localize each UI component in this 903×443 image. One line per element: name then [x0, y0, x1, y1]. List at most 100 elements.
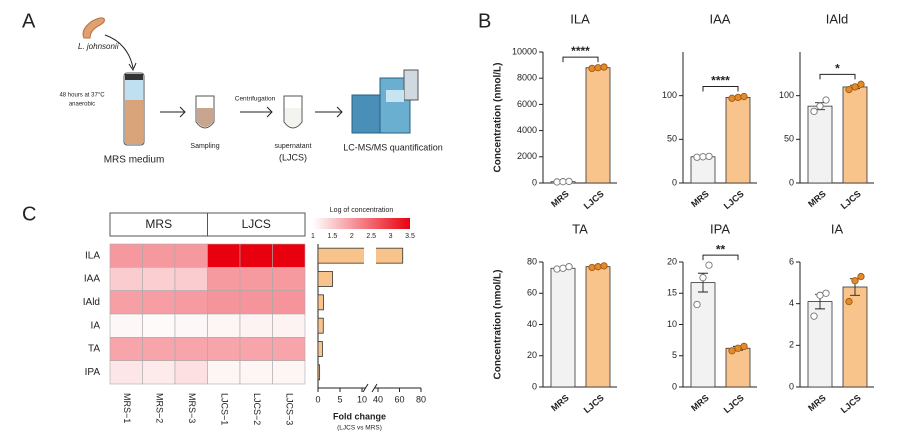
row-label: ILA: [85, 250, 100, 261]
data-point: [559, 178, 567, 186]
x-tick-label: MRS: [806, 189, 828, 210]
tube-sample: [197, 108, 213, 127]
data-point: [600, 63, 608, 71]
x-tick-label: 80: [416, 394, 426, 404]
y-tick-label: 6: [789, 256, 794, 266]
row-label: IA: [91, 320, 101, 331]
column-label: MRS−2: [154, 393, 164, 423]
y-tick-label: 2: [789, 340, 794, 350]
row-label: IAld: [83, 297, 100, 308]
data-point: [699, 153, 707, 161]
x-axis-label: Fold change: [333, 411, 386, 421]
instrument: [351, 94, 383, 134]
bar: [317, 317, 324, 334]
step-label: LC-MS/MS quantification: [343, 142, 443, 152]
heatmap-cell: [174, 267, 208, 291]
colorbar-tick-label: 3.5: [405, 233, 415, 240]
bar: [585, 266, 611, 388]
bar: [725, 347, 751, 388]
chart-title: IA: [831, 221, 844, 236]
significance-bracket: [702, 254, 739, 261]
column-label: MRS−3: [187, 393, 197, 423]
heatmap-cell: [174, 337, 208, 361]
data-point: [810, 107, 818, 116]
y-tick-label: 100: [779, 90, 794, 100]
chart-title: ILA: [570, 11, 590, 26]
condition: 48 hours at 37°C: [59, 93, 105, 99]
heatmap-cell: [239, 360, 273, 385]
panel-a: A L. johnsonii 48 hours at 37°C anaerobi…: [22, 10, 443, 165]
heatmap-cell: [174, 243, 208, 268]
significance-bracket: [819, 73, 856, 80]
heatmap-cell: [207, 243, 241, 268]
y-tick-label: 40: [527, 319, 537, 329]
heatmap-cell: [109, 313, 143, 338]
x-tick-label: 5: [337, 394, 342, 404]
data-point: [594, 263, 602, 271]
heatmap-cell: [239, 267, 273, 291]
data-point: [588, 64, 596, 73]
x-tick-label: MRS: [689, 189, 711, 210]
heatmap-cell: [142, 290, 176, 315]
bar: [317, 341, 323, 357]
bar: [807, 105, 833, 184]
column-label: LJCS−3: [284, 393, 294, 425]
heatmap-cell: [109, 290, 143, 315]
x-tick-label: MRS: [689, 393, 711, 414]
significance: ****: [711, 74, 730, 88]
data-point: [845, 85, 853, 94]
panel-label: B: [478, 10, 491, 32]
heatmap-cell: [142, 360, 176, 385]
x-tick-label: LJCS: [582, 393, 606, 415]
heatmap-cell: [207, 337, 241, 361]
group-label: LJCS: [242, 217, 271, 231]
medium-label: MRS medium: [104, 155, 165, 166]
arrow: [315, 106, 343, 118]
column-label: LJCS−1: [219, 393, 229, 425]
data-point: [816, 291, 824, 299]
x-tick-label: LJCS: [582, 189, 606, 211]
data-point: [594, 64, 602, 72]
heatmap-cell: [239, 313, 273, 338]
y-axis-label: Concentration (nmol/L): [493, 270, 504, 380]
panel-label: A: [22, 10, 36, 32]
heatmap-cell: [142, 337, 176, 361]
data-point: [565, 177, 573, 186]
data-point: [822, 96, 830, 104]
chart-title: IAA: [710, 11, 731, 26]
data-point: [559, 264, 567, 272]
data-point: [600, 262, 608, 270]
heatmap-cell: [109, 337, 143, 361]
data-point: [845, 297, 853, 306]
y-tick-label: 2000: [517, 151, 537, 161]
colorbar-tick-label: 2: [350, 233, 354, 240]
chart-title: IPA: [710, 221, 730, 236]
heatmap-cell: [109, 360, 143, 385]
heatmap-cell: [239, 290, 273, 315]
y-tick-label: 4: [789, 298, 794, 308]
y-tick-label: 20: [667, 256, 677, 266]
chart-title: IAld: [826, 11, 848, 26]
x-tick-label: MRS: [549, 393, 571, 414]
data-point: [734, 93, 742, 102]
step-label: (LJCS): [279, 152, 307, 162]
significance-bracket: [562, 56, 599, 63]
x-tick-label: MRS: [549, 189, 571, 210]
y-tick-label: 15: [667, 288, 677, 298]
x-tick-label: LJCS: [839, 189, 863, 211]
y-tick-label: 8000: [517, 73, 537, 83]
arrow: [160, 106, 186, 118]
step-label: supernatant: [275, 143, 312, 150]
data-point: [705, 261, 713, 269]
y-tick-label: 5: [672, 350, 677, 360]
bar: [317, 364, 321, 381]
heatmap-cell: [272, 243, 306, 268]
heatmap-cell: [272, 267, 306, 291]
heatmap-cell: [207, 290, 241, 315]
bar: [690, 156, 716, 184]
arrow: [240, 106, 273, 118]
y-tick-label: 4000: [517, 125, 537, 135]
heatmap-cell: [174, 360, 208, 385]
data-point: [851, 277, 859, 285]
data-point: [816, 102, 824, 110]
